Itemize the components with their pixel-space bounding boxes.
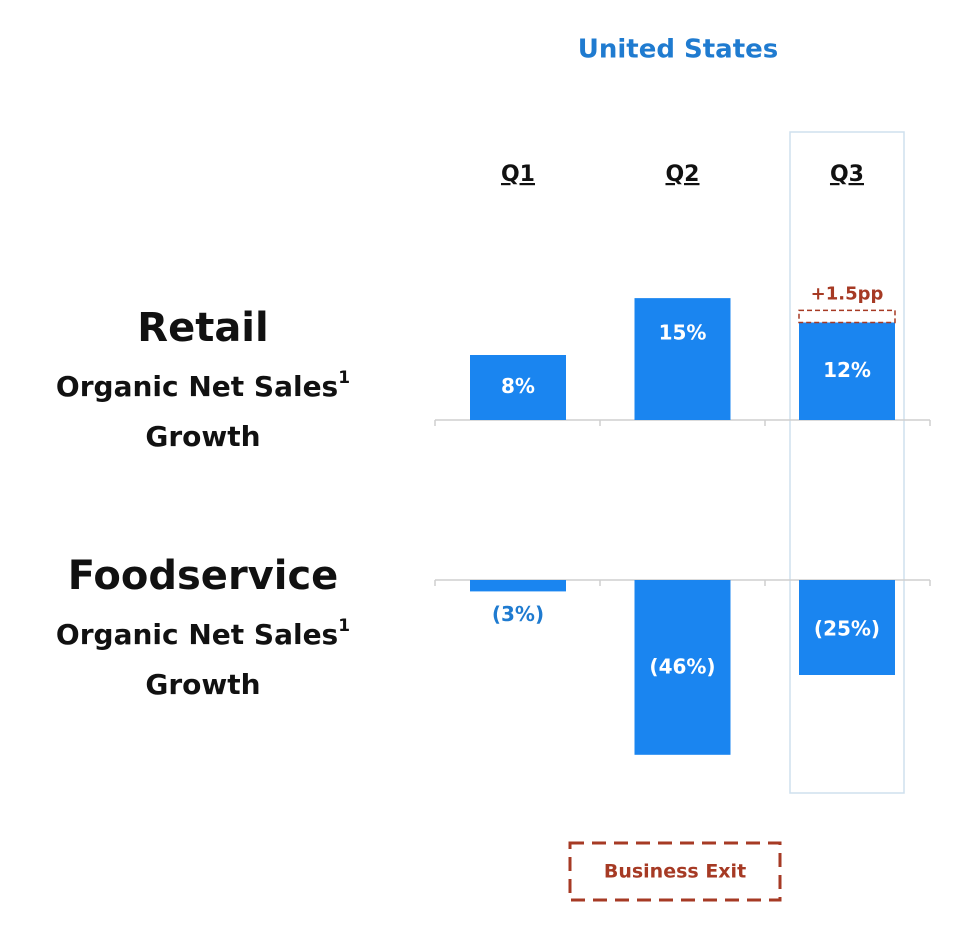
value-label: (46%) — [649, 655, 715, 679]
label-line: Growth — [145, 668, 260, 701]
label-line: Growth — [145, 420, 260, 453]
category-label: Q2 — [665, 162, 699, 187]
bar — [470, 580, 566, 592]
value-label: (3%) — [492, 602, 544, 626]
series-label: Organic Net Sales1 — [56, 616, 350, 651]
bar — [799, 322, 895, 420]
bar — [470, 355, 566, 420]
footnote-mark: 1 — [338, 616, 350, 636]
series-name: Foodservice — [68, 553, 339, 599]
category-label: Q1 — [501, 162, 535, 187]
label-line: Organic Net Sales — [56, 618, 338, 651]
value-label: (25%) — [814, 617, 880, 641]
series-name: Retail — [137, 305, 268, 351]
note: Business Exit — [604, 861, 746, 883]
footnote-mark: 1 — [338, 368, 350, 388]
value-label: 15% — [659, 321, 707, 345]
q3-highlight — [789, 131, 905, 794]
bar — [634, 298, 731, 420]
chart-title: United States — [578, 35, 779, 65]
value-label: 12% — [823, 358, 871, 382]
annotation-label: +1.5pp — [811, 283, 884, 304]
value-label: 8% — [501, 374, 535, 398]
category-label: Q3 — [830, 162, 864, 187]
series-label: Organic Net Sales1 — [56, 368, 350, 403]
bar — [799, 580, 895, 675]
label-line: Organic Net Sales — [56, 370, 338, 403]
annotation-box — [798, 309, 896, 324]
bar — [634, 580, 731, 755]
